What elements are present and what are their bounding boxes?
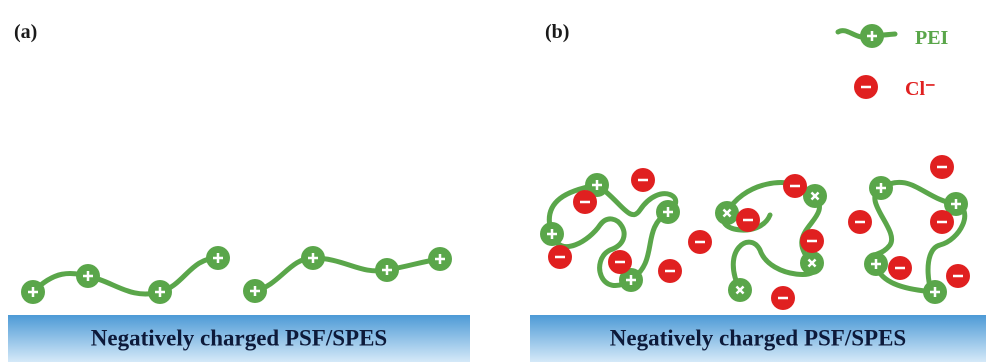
pei-charge bbox=[428, 247, 452, 271]
substrate-label: Negatively charged PSF/SPES bbox=[91, 325, 387, 350]
pei-charge bbox=[301, 246, 325, 270]
chloride-ion bbox=[631, 168, 655, 192]
panel-label: (a) bbox=[14, 21, 37, 43]
chloride-ion bbox=[548, 245, 572, 269]
chloride-ion bbox=[688, 230, 712, 254]
pei-charge bbox=[540, 222, 564, 246]
pei-charge bbox=[723, 273, 757, 307]
pei-charge bbox=[923, 280, 947, 304]
ions bbox=[21, 24, 970, 310]
chains bbox=[33, 31, 965, 294]
legend-pei: PEI bbox=[915, 27, 949, 49]
pei-charge bbox=[656, 200, 680, 224]
chloride-ion bbox=[771, 286, 795, 310]
pei-charge bbox=[375, 258, 399, 282]
legend-chloride: Cl⁻ bbox=[905, 78, 936, 100]
chloride-ion bbox=[783, 174, 807, 198]
pei-charge bbox=[148, 280, 172, 304]
panel-label: (b) bbox=[545, 21, 569, 43]
pei-charge bbox=[243, 279, 267, 303]
chloride-ion bbox=[930, 155, 954, 179]
chloride-ion bbox=[930, 210, 954, 234]
substrate-label: Negatively charged PSF/SPES bbox=[610, 325, 906, 350]
pei-charge bbox=[21, 280, 45, 304]
chloride-ion bbox=[800, 229, 824, 253]
chloride-ion bbox=[854, 75, 878, 99]
diagram: (a) (b) Negatively charged PSF/SPES Nega… bbox=[0, 0, 986, 362]
pei-charge bbox=[864, 252, 888, 276]
pei-charge bbox=[869, 176, 893, 200]
chloride-ion bbox=[658, 259, 682, 283]
chloride-ion bbox=[608, 250, 632, 274]
chloride-ion bbox=[946, 264, 970, 288]
chloride-ion bbox=[888, 256, 912, 280]
pei-charge bbox=[206, 246, 230, 270]
chloride-ion bbox=[573, 190, 597, 214]
pei-charge bbox=[860, 24, 884, 48]
chloride-ion bbox=[848, 210, 872, 234]
chloride-ion bbox=[736, 208, 760, 232]
pei-charge bbox=[76, 264, 100, 288]
